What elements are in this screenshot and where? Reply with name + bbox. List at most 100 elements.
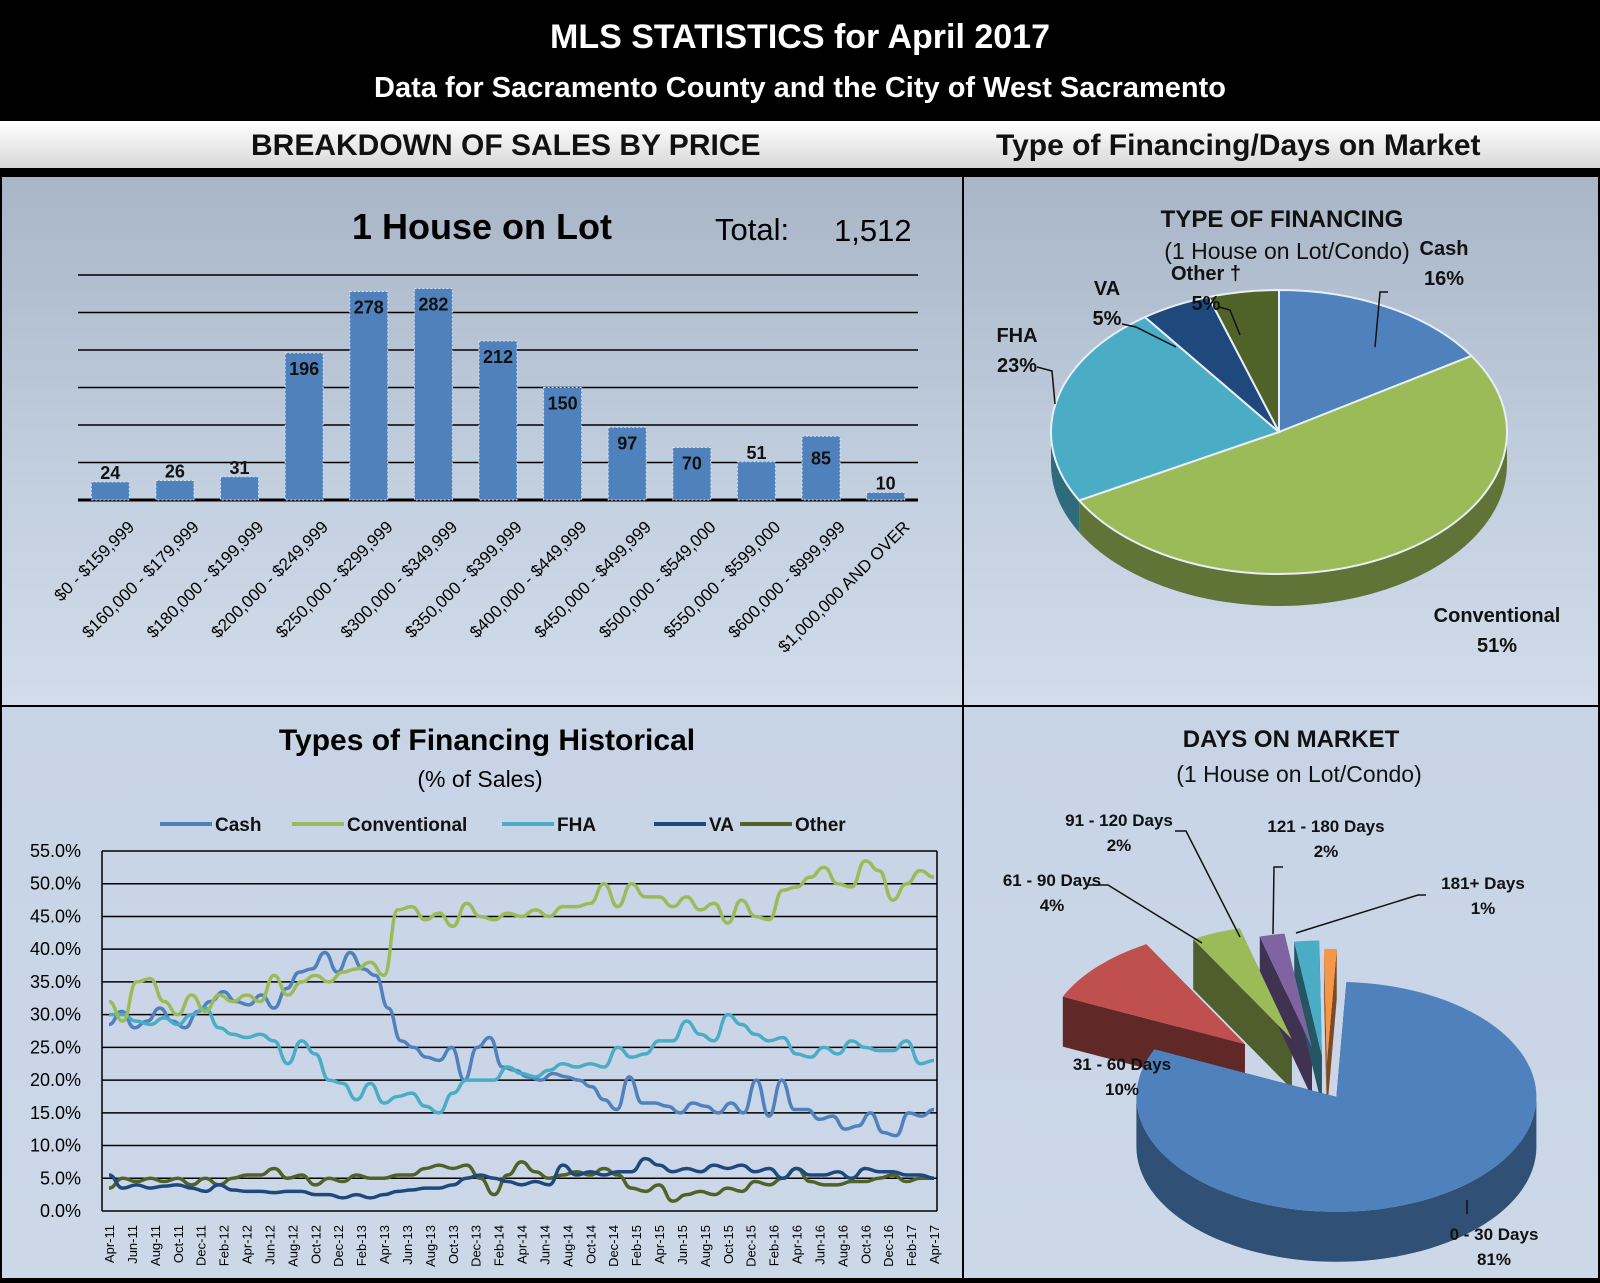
dom-slice-pct: 2% [1314,842,1339,861]
pie-slice-wall [1294,941,1322,1106]
bar-series [90,288,906,501]
leader-line [1374,291,1388,348]
y-tick-label: 45.0% [30,906,81,926]
series-line-fha [109,1006,935,1115]
x-tick-label: Jun-16 [812,1225,827,1265]
dom-pie-slices [1062,928,1537,1262]
bar-category-label: $250,000 - $299,999 [272,517,396,641]
bar [284,352,324,501]
pie-slice [1193,928,1292,1040]
pie-slice [1050,315,1281,502]
pie-slice-wall [1259,936,1313,1098]
x-tick-label: Apr-15 [652,1225,667,1264]
x-tick-label: Aug-15 [698,1225,713,1267]
price-breakdown-panel: 1 House on Lot Total: 1,512 24 26 31 196 278… [0,175,964,707]
bar-category-label: $550,000 - $599,000 [660,517,784,641]
x-tick-label: Dec-14 [606,1225,621,1267]
financing-pie-subtitle: (1 House on Lot/Condo) [1164,238,1410,264]
x-tick-label: Apr-16 [790,1225,805,1264]
pie-slice [1207,288,1280,433]
financing-pie-chart: TYPE OF FINANCING (1 House on Lot/Condo)… [996,206,1560,657]
section-title-price: BREAKDOWN OF SALES BY PRICE [251,129,761,162]
bar [155,480,195,501]
bar-category-label: $200,000 - $249,999 [208,517,332,641]
financing-slice-label: FHA [996,325,1037,347]
line-legend: Cash Conventional FHA VA Other [160,815,846,836]
legend-label: Conventional [347,815,467,836]
bar-category-label: $600,000 - $999,999 [725,517,849,641]
dom-slice-pct: 4% [1040,896,1065,915]
x-tick-label: Oct-16 [858,1225,873,1264]
pie-slice [1324,949,1337,1065]
y-tick-label: 25.0% [30,1037,81,1057]
pie-slice [1062,944,1245,1045]
x-tick-label: Oct-15 [721,1225,736,1264]
price-bar-chart: 1 House on Lot Total: 1,512 24 26 31 196 278… [51,206,918,656]
total-label: Total: [715,212,789,247]
financing-slice-pct: 51% [1477,635,1517,657]
bar [478,340,518,501]
bar-category-label: $450,000 - $499,999 [531,517,655,641]
bar-category-label: $500,000 - $549,000 [595,517,719,641]
page-title: MLS STATISTICS for April 2017 [550,18,1050,56]
x-tick-label: Oct-12 [308,1225,323,1264]
y-tick-label: 15.0% [30,1103,81,1123]
dom-pie-panel: DAYS ON MARKET (1 House on Lot/Condo) 0 … [962,705,1600,1280]
page-subtitle: Data for Sacramento County and the City … [374,72,1226,104]
bar [736,461,776,501]
leader-line [1295,894,1426,934]
bar-value-label: 26 [165,462,185,482]
bar-category-label: $160,000 - $179,999 [78,517,202,641]
pie-slice-side [1136,1096,1537,1262]
bar-category-label: $1,000,000 AND OVER [774,517,913,656]
pie-slice [1136,981,1537,1212]
bar-category-label: $400,000 - $449,999 [466,517,590,641]
pie-slice [1278,288,1474,434]
y-tick-label: 5.0% [40,1168,81,1188]
x-tick-label: Dec-11 [194,1225,209,1266]
bar-category-labels: $0 - $159,999$160,000 - $179,999$180,000… [51,517,914,656]
x-tick-label: Oct-14 [583,1225,598,1264]
x-tick-label: Feb-14 [492,1225,507,1266]
leader-line [1218,306,1241,336]
bar-category-label: $350,000 - $399,999 [401,517,525,641]
x-tick-label: Aug-16 [835,1225,850,1267]
x-tick-label: Aug-14 [560,1225,575,1267]
x-tick-label: Feb-17 [904,1225,919,1266]
x-tick-label: Apr-12 [240,1225,255,1264]
total-value: 1,512 [834,213,912,248]
x-tick-label: Jun-15 [675,1225,690,1265]
pie-slice [1294,940,1322,1056]
dom-pie-title: DAYS ON MARKET [1183,726,1400,753]
bar-value-label: 31 [230,458,250,478]
financing-pie-slices [1050,288,1508,606]
bar-value-label: 278 [354,298,384,318]
line-x-tick-labels: Apr-11 Jun-11 Aug-11 Oct-11 Dec-11 Feb-12 Apr-… [102,1225,942,1267]
bar [413,288,453,501]
financing-slice-pct: 5% [1093,308,1122,330]
bar-value-label: 51 [746,443,766,463]
bar-data-labels: 24 26 31 196 278 282 212 150 97 70 51 85 10 [100,295,895,494]
line-chart-title: Types of Financing Historical [279,724,695,757]
x-tick-label: Dec-13 [469,1225,484,1267]
dom-pie-chart: DAYS ON MARKET (1 House on Lot/Condo) 0 … [1003,726,1539,1269]
x-tick-label: Feb-12 [217,1225,232,1266]
bar-value-label: 212 [483,347,513,367]
dom-pie-subtitle: (1 House on Lot/Condo) [1176,761,1422,787]
dom-slice-pct: 2% [1107,836,1132,855]
bar-category-label: $300,000 - $349,999 [337,517,461,641]
y-tick-label: 20.0% [30,1070,81,1090]
x-tick-label: Aug-13 [423,1225,438,1267]
legend-label: Other [795,815,846,836]
financing-slice-label: Cash [1420,238,1469,260]
bar [801,435,841,501]
y-tick-label: 30.0% [30,1005,81,1025]
dom-slice-label: 121 - 180 Days [1267,817,1384,836]
leader-line [1272,866,1283,935]
y-tick-label: 50.0% [30,874,81,894]
financing-slice-pct: 5% [1192,293,1221,315]
bar-value-label: 196 [289,359,319,379]
bar-value-label: 97 [617,433,637,453]
bar [672,447,712,501]
financing-pie-labels: Cash 16% Conventional 51% FHA 23% VA 5% Other † 5… [996,238,1560,657]
